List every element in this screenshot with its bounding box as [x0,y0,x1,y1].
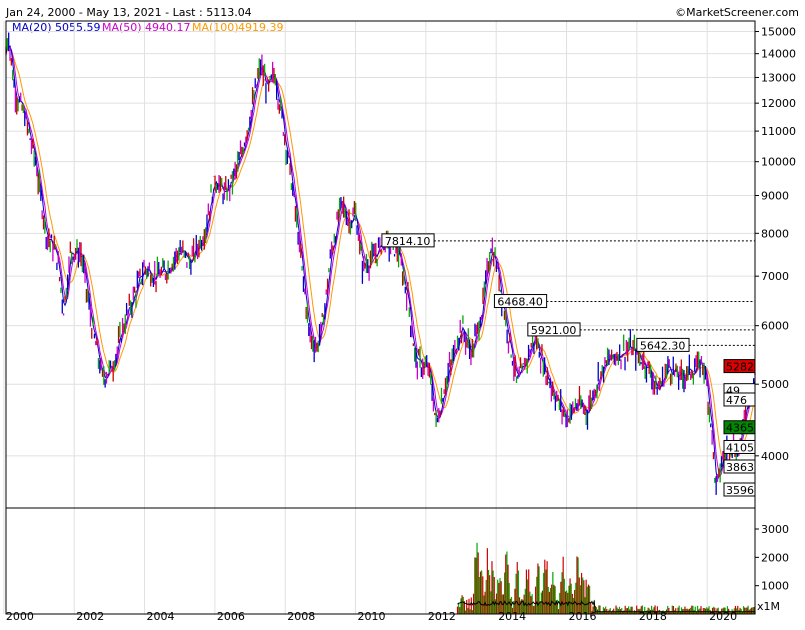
level-label: 5921.00 [531,324,577,337]
x-tick-label: 2016 [569,610,597,623]
level-label: 7814.10 [385,235,431,248]
right-label-text: 476 [726,394,747,407]
right-label-box [723,392,755,407]
legend-ma100-value: 4919.39 [238,21,284,34]
right-label-text: 4105.5 [726,441,765,454]
x-tick-label: 2012 [428,610,456,623]
y-tick-label: 7000 [761,270,789,283]
right-price-label: 3596.10 [723,482,772,497]
volume-bars [456,542,756,614]
volume-tick-label: 1000 [761,580,789,593]
volume-tick-label: 2000 [761,551,789,564]
price-labels: 7814.106468.405921.005642.30528249476436… [381,233,772,497]
right-label-text: 3596.10 [726,484,772,497]
y-tick-label: 13000 [761,71,796,84]
ma100-line [5,46,756,467]
time-axis: 2000 2002 2004 2006 2008 2010 2012 2014 2016 2018… [6,610,737,623]
level-label-box [527,322,581,337]
level-label: 5642.30 [640,339,686,352]
volume-panel-frame [5,507,756,615]
level-label-box [381,233,435,248]
y-tick-label: 9000 [761,190,789,203]
date-range-text: Jan 24, 2000 - May 13, 2021 - Last : 511… [5,6,252,19]
right-price-label: 4105.5 [723,439,765,454]
price-axis: 4000 5000 6000 7000 8000 9000 10000 11000 12000 1… [755,26,796,463]
y-tick-label: 12000 [761,97,796,110]
volume-axis: 1000 2000 3000 [755,523,789,593]
right-label-box [723,459,755,474]
right-price-label: 5282 [723,359,755,374]
y-tick-label: 5000 [761,378,789,391]
right-price-label: 3863.2 [723,459,765,474]
level-label-box [636,337,690,352]
right-label-text: 5282 [726,361,754,374]
y-tick-label: 10000 [761,156,796,169]
x-tick-label: 2000 [6,610,34,623]
right-label-text: 3863.2 [726,461,765,474]
right-label-box [723,420,755,435]
y-tick-label: 8000 [761,227,789,240]
price-series [5,32,756,495]
brand-text: ©MarketScreener.com [675,6,799,19]
y-tick-label: 11000 [761,125,796,138]
x-tick-label: 2010 [358,610,386,623]
right-label-text: 4365.7 [726,422,765,435]
x-tick-label: 2008 [287,610,315,623]
y-tick-label: 6000 [761,320,789,333]
ma-legend: MA(20) 5055.59 MA(50) 4940.17 MA(100) 49… [12,21,284,34]
x-tick-label: 2006 [217,610,245,623]
right-label-box [723,359,755,374]
right-label-box [723,482,755,497]
volume-average-line [457,599,755,613]
x-tick-label: 2020 [709,610,737,623]
legend-ma50-value: 4940.17 [145,21,191,34]
legend-ma20-label: MA(20) [12,21,52,34]
level-label: 6468.40 [497,296,542,309]
right-label-box [723,439,755,454]
x-tick-label: 2002 [76,610,104,623]
x-tick-label: 2018 [639,610,667,623]
legend-ma50-label: MA(50) [102,21,142,34]
y-tick-label: 15000 [761,26,796,39]
right-price-label: 4365.7 [723,420,765,435]
y-tick-label: 4000 [761,450,789,463]
level-label-box [493,294,548,309]
legend-ma20-value: 5055.59 [55,21,101,34]
volume-unit-label: x1M [757,600,780,613]
x-tick-label: 2014 [498,610,526,623]
right-price-label: 476 [723,392,755,407]
x-tick-label: 2004 [147,610,175,623]
volume-tick-label: 3000 [761,523,789,536]
y-tick-label: 14000 [761,48,796,61]
